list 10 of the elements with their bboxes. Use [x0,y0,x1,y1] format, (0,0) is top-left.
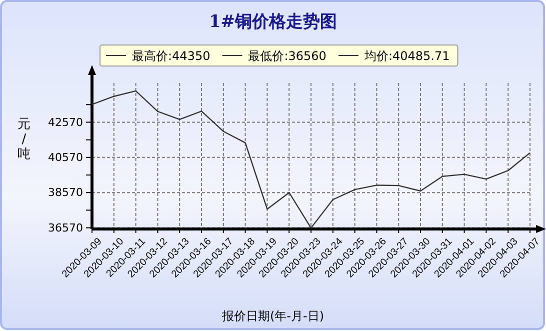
y-tick-label: 36570 [48,221,83,234]
y-tick-label: 40570 [48,150,83,164]
text: 最高价:44350 [132,49,210,63]
text: 最低价:36560 [248,49,326,63]
chart-title: 1#铜价格走势图 [208,12,338,32]
y-tick-label: 38570 [48,186,83,200]
y-tick-label: 42570 [48,116,83,129]
y-axis-title: 元/吨 [18,117,30,162]
x-axis-title: 报价日期(年-月-日) [220,309,324,323]
text: 均价:40485.71 [363,49,450,63]
